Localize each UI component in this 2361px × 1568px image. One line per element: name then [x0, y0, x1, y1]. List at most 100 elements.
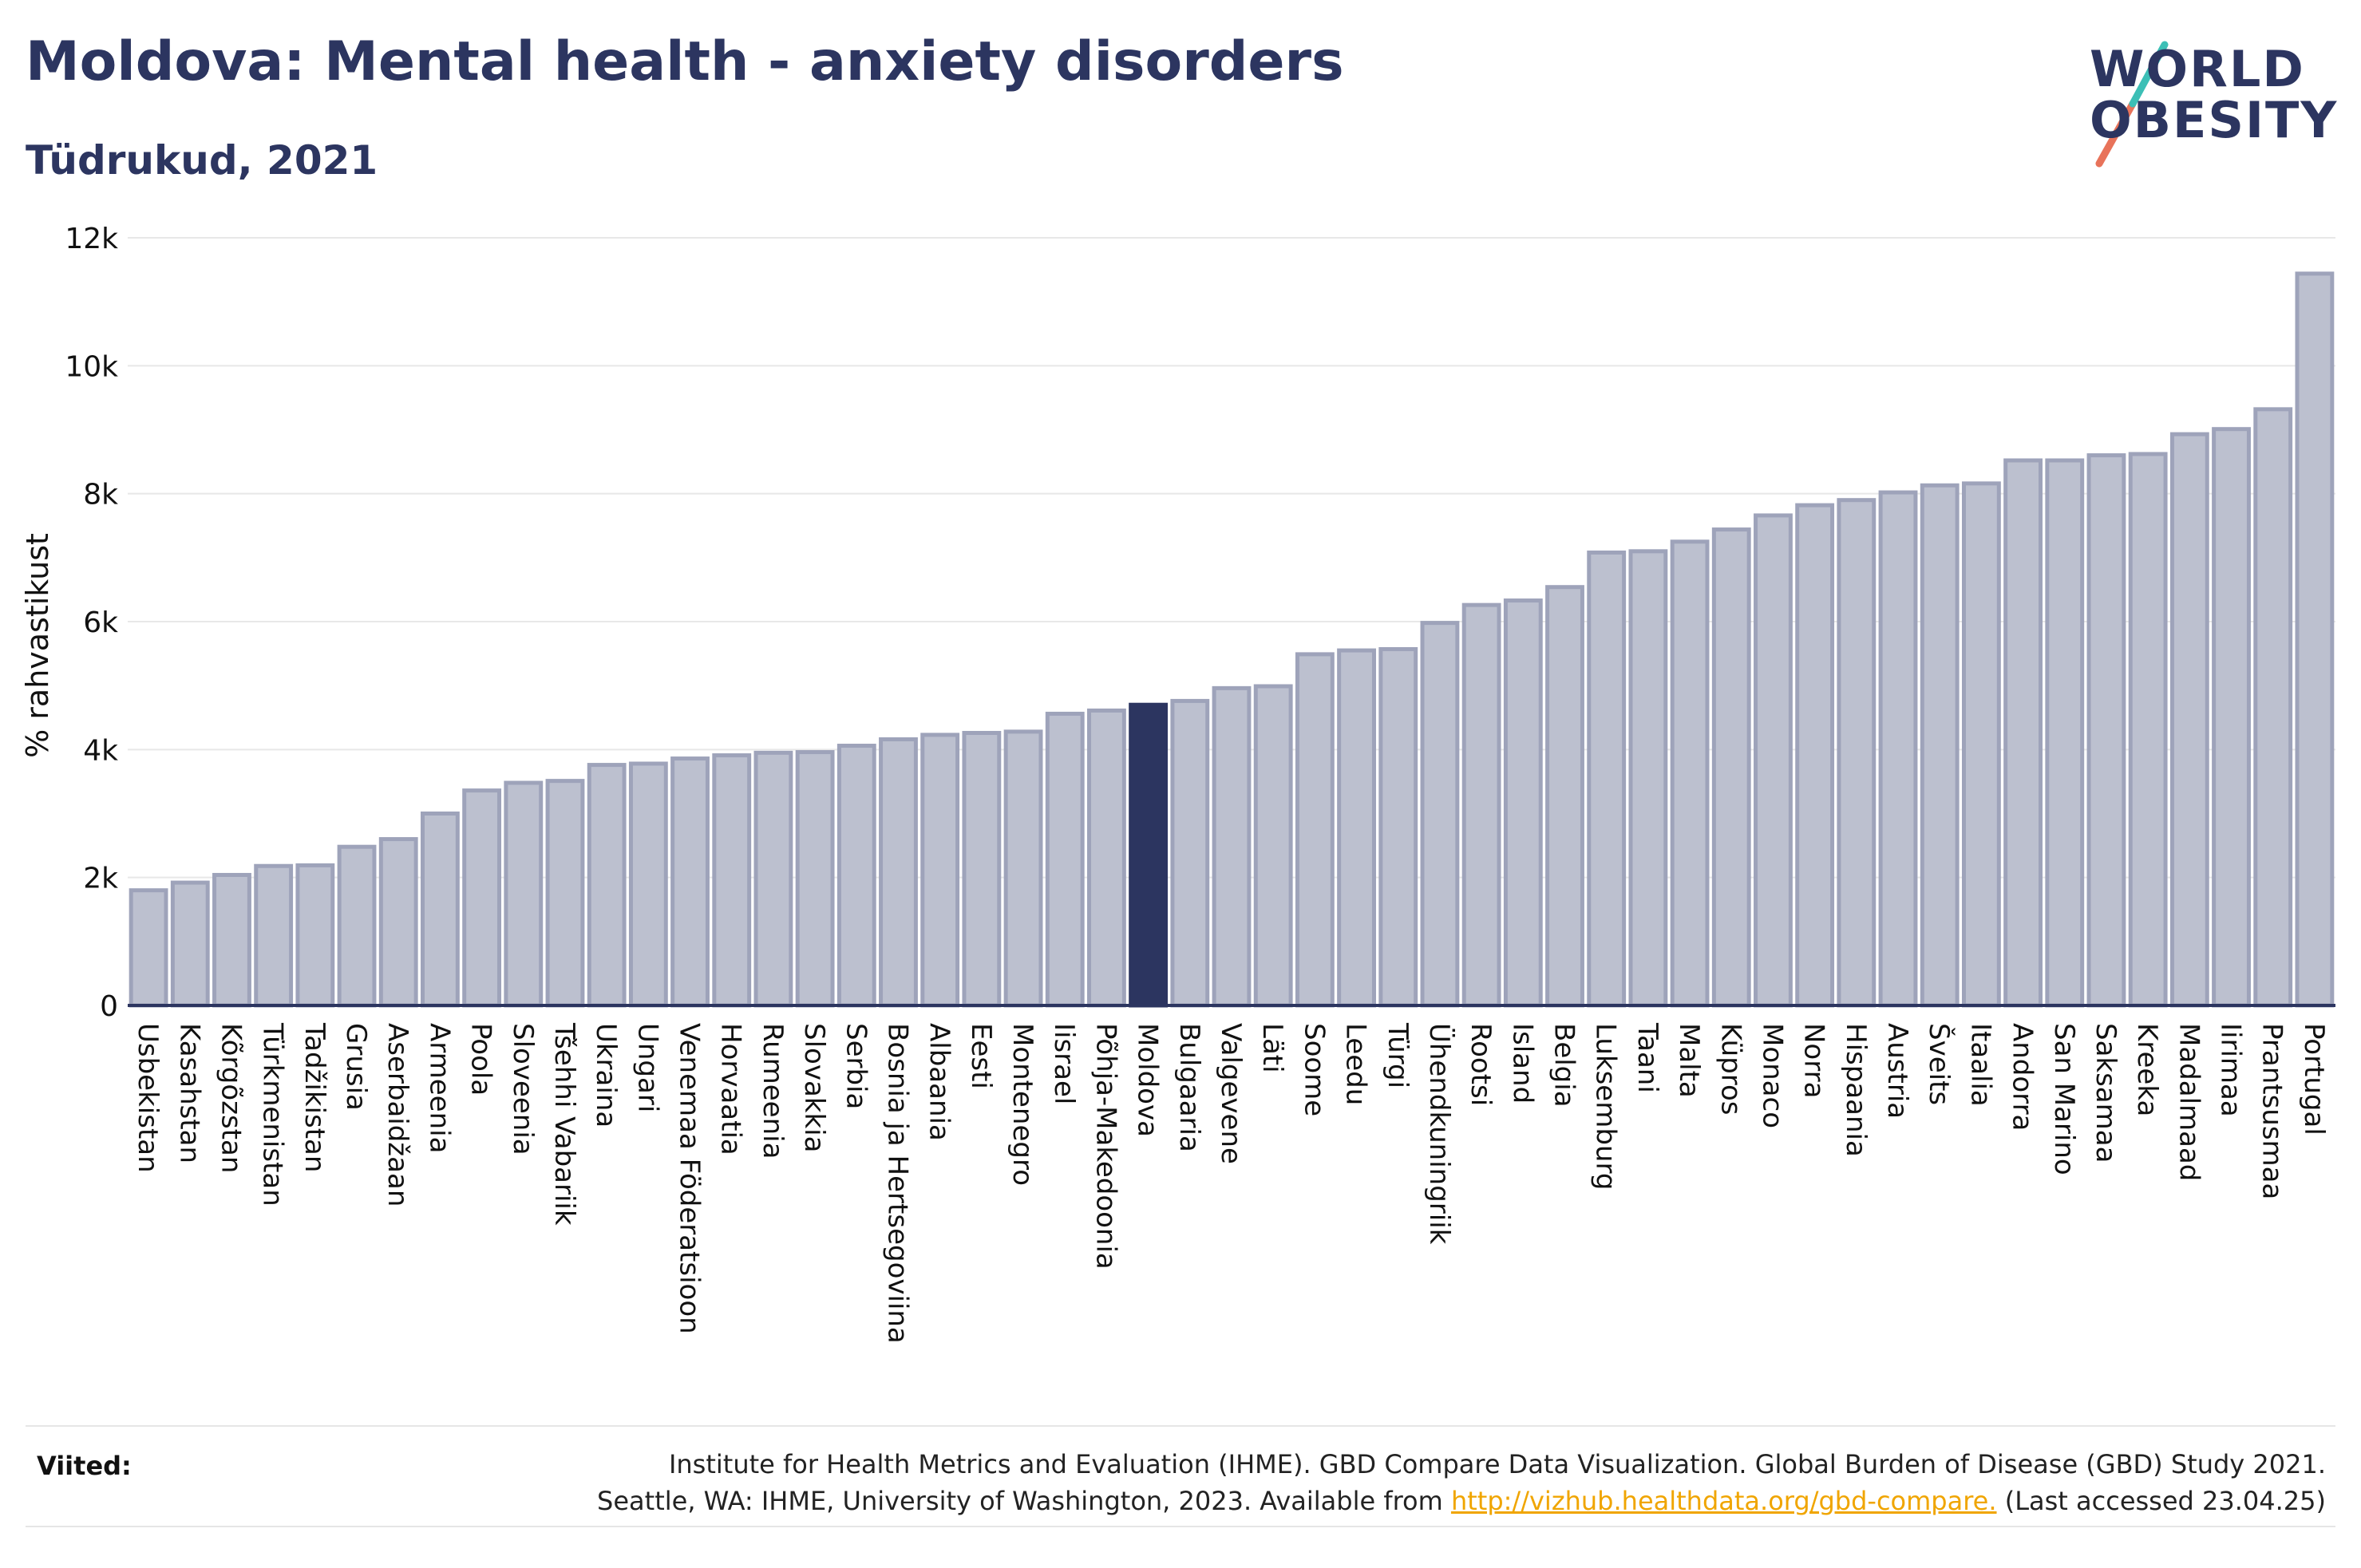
bars	[128, 271, 2335, 1008]
x-tick-label: Moldova	[1132, 1023, 1164, 1137]
x-tick-label: Aserbaidžaan	[382, 1023, 413, 1207]
bar-chart: 0 2k 4k 6k 8k 10k 12k Usbekistan Kasahstan Kõrgõ…	[20, 223, 2335, 1344]
bar-iirimaa	[2212, 427, 2251, 1008]
bar-san-marino	[2045, 458, 2085, 1008]
x-tick-label: Andorra	[2007, 1023, 2039, 1131]
reference-line-2-text: Seattle, WA: IHME, University of Washing…	[597, 1486, 1451, 1516]
chart-title: Moldova: Mental health - anxiety disorde…	[26, 30, 1344, 93]
x-tick-label: Leedu	[1340, 1023, 1372, 1105]
reference-line-1: Institute for Health Metrics and Evaluat…	[668, 1449, 2326, 1479]
footer-divider-bottom	[26, 1526, 2335, 1527]
x-tick-label: Luksemburg	[1590, 1023, 1622, 1190]
x-tick-label: Slovakkia	[798, 1023, 830, 1152]
bar-prantsusmaa	[2253, 407, 2293, 1008]
bar-poola	[462, 788, 502, 1008]
x-tick-label: Poola	[465, 1023, 497, 1096]
bar-portugal	[2295, 271, 2335, 1008]
x-tick-label: Montenegro	[1006, 1023, 1038, 1186]
bar--hendkuningriik	[1420, 621, 1460, 1008]
bar-malta	[1670, 539, 1710, 1008]
x-tick-label: Grusia	[340, 1023, 372, 1111]
x-tick-label: Türgi	[1382, 1022, 1414, 1088]
bar-kreeka	[2128, 452, 2168, 1008]
bar-valgevene	[1212, 685, 1252, 1008]
bar-monaco	[1754, 513, 1793, 1008]
y-tick-label: 12k	[65, 223, 118, 255]
x-tick-label: Bosnia ja Hertsegoviina	[881, 1023, 913, 1344]
x-tick-label: Serbia	[840, 1023, 872, 1109]
bar-k-rg-zstan	[212, 872, 251, 1008]
bar-t-rkmenistan	[254, 863, 294, 1008]
x-tick-label: Itaalia	[1964, 1023, 1996, 1107]
bar-moldova	[1129, 702, 1169, 1008]
bar-iisrael	[1045, 711, 1085, 1008]
bar-saksamaa	[2086, 453, 2126, 1008]
x-tick-label: Island	[1506, 1023, 1538, 1104]
reference-line-2-suffix: (Last accessed 23.04.25)	[1996, 1486, 2326, 1516]
bar-eesti	[962, 730, 1002, 1008]
x-tick-label: Horvaatia	[715, 1023, 747, 1155]
x-tick-label: Belgia	[1548, 1023, 1580, 1108]
logo-slash-icon	[2095, 41, 2169, 168]
bar-p-hja-makedoonia	[1087, 708, 1126, 1008]
bar-k-pros	[1711, 527, 1751, 1008]
x-tick-label: Iisrael	[1048, 1023, 1080, 1104]
y-tick-label: 0	[100, 990, 118, 1023]
x-tick-label: Austria	[1881, 1023, 1913, 1119]
bar-usbekistan	[129, 888, 168, 1008]
bar-horvaatia	[712, 753, 752, 1008]
x-tick-label: Põhja-Makedoonia	[1090, 1023, 1121, 1270]
bar-grusia	[337, 844, 377, 1008]
x-tick-label: Bulgaaria	[1173, 1023, 1205, 1152]
bar-slovakkia	[795, 750, 835, 1008]
bar-serbia	[836, 744, 876, 1008]
bar-hispaania	[1837, 498, 1877, 1008]
gbd-compare-link[interactable]: http://vizhub.healthdata.org/gbd-compare…	[1450, 1486, 1997, 1516]
x-tick-label: Armeenia	[423, 1023, 455, 1153]
bar-norra	[1795, 503, 1835, 1008]
bar-ungari	[628, 761, 668, 1008]
x-tick-label: Saksamaa	[2090, 1023, 2122, 1163]
bar-bulgaaria	[1170, 698, 1210, 1008]
y-tick-label: 10k	[65, 350, 118, 383]
bar-ukraina	[587, 763, 627, 1008]
bar-bosnia-ja-hertsegoviina	[879, 737, 918, 1008]
bar-rootsi	[1461, 602, 1501, 1008]
x-tick-label: Läti	[1256, 1023, 1288, 1073]
bar-island	[1503, 598, 1543, 1008]
footer-divider-top	[26, 1425, 2335, 1427]
x-tick-label: Küpros	[1714, 1023, 1746, 1115]
y-tick-label: 4k	[83, 734, 118, 767]
y-tick-label: 8k	[83, 479, 118, 511]
bar-l-ti	[1253, 684, 1293, 1008]
x-tick-label: Venemaa Föderatsioon	[674, 1023, 706, 1334]
x-tick-label: Tadžikistan	[299, 1022, 330, 1172]
bar-sloveenia	[504, 780, 544, 1008]
x-tick-label: Sloveenia	[507, 1023, 539, 1155]
x-tick-label: Kreeka	[2131, 1023, 2163, 1116]
x-tick-label: Valgevene	[1215, 1023, 1247, 1164]
x-tick-label: Prantsusmaa	[2256, 1023, 2288, 1199]
x-tick-label: Ukraina	[590, 1023, 622, 1128]
bar-t-rgi	[1378, 646, 1418, 1008]
x-tick-label: Monaco	[1756, 1023, 1788, 1128]
world-obesity-logo: WORLD OBESITY	[2075, 24, 2347, 168]
x-tick-label: Türkmenistan	[257, 1022, 289, 1207]
x-tick-label: Rootsi	[1465, 1023, 1497, 1106]
bar-armeenia	[420, 812, 460, 1008]
x-tick-label: Eesti	[965, 1023, 997, 1089]
x-tick-label: Malta	[1673, 1023, 1705, 1098]
y-axis-ticks: 0 2k 4k 6k 8k 10k 12k	[65, 223, 118, 1023]
y-axis-label: % rahvastikust	[20, 533, 55, 758]
bar-taani	[1628, 549, 1668, 1008]
bar-andorra	[2003, 458, 2043, 1008]
x-tick-label: Tšehhi Vabariik	[548, 1022, 580, 1226]
x-tick-label: Šveits	[1923, 1023, 1956, 1105]
x-tick-label: Madalmaad	[2173, 1023, 2205, 1181]
bar-montenegro	[1003, 729, 1043, 1008]
bar-rumeenia	[753, 750, 793, 1008]
x-axis-labels: Usbekistan Kasahstan Kõrgõzstan Türkmenista…	[132, 1022, 2330, 1344]
bar--veits	[1920, 483, 1960, 1008]
x-tick-label: Albaania	[923, 1023, 955, 1141]
bar-tad-ikistan	[295, 863, 335, 1008]
